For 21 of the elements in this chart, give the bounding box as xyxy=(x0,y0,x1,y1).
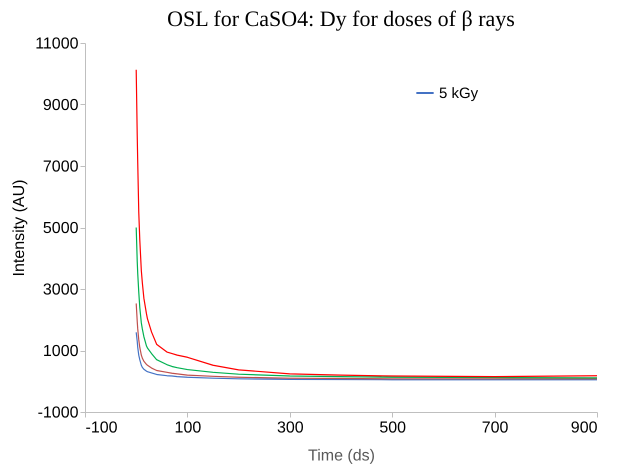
x-tick-label: 700 xyxy=(482,420,509,436)
y-tick-label: 5000 xyxy=(42,220,79,237)
y-tick-label: 1000 xyxy=(42,343,79,360)
y-tick-label: 3000 xyxy=(42,282,79,298)
line-series xyxy=(136,302,597,380)
y-tick-label: 9000 xyxy=(42,97,79,114)
chart-title: OSL for CaSO4: Dy for doses of β rays xyxy=(167,6,515,31)
legend-label: 5 kGy xyxy=(439,85,479,102)
y-axis-title: Intensity (AU) xyxy=(11,180,28,276)
x-tick-label: -100 xyxy=(86,420,118,436)
line-series xyxy=(136,69,597,378)
x-tick-label: 500 xyxy=(379,420,406,436)
y-tick-label: 11000 xyxy=(35,36,79,52)
x-axis-title: Time (ds) xyxy=(308,448,375,464)
y-tick-label: -1000 xyxy=(38,404,79,422)
x-tick-label: 300 xyxy=(276,420,304,436)
y-tick-label: 7000 xyxy=(42,158,79,176)
x-tick-label: 100 xyxy=(174,420,202,436)
x-tick-label: 900 xyxy=(570,420,598,436)
line-series xyxy=(136,226,597,378)
line-series xyxy=(136,332,597,380)
